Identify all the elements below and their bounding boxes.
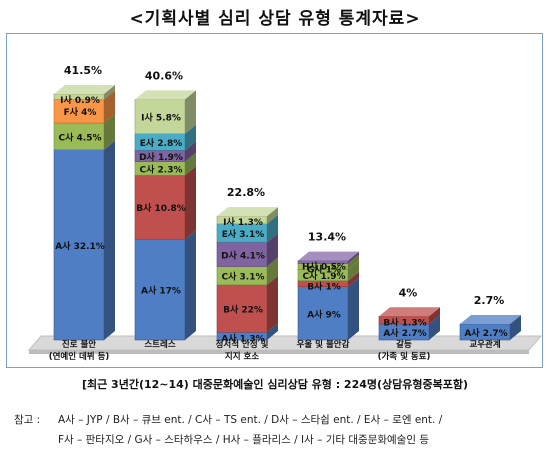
category-label: 갈등 xyxy=(396,339,412,350)
bar-segment-side xyxy=(104,140,115,340)
bar-segment-top xyxy=(460,314,521,324)
data-label: C사 4.5% xyxy=(59,131,102,143)
data-label: C사 1.9% xyxy=(303,270,346,282)
data-label: A사 2.7% xyxy=(383,327,426,339)
bar-segment-side xyxy=(185,230,196,340)
bar-segment-top xyxy=(217,207,278,217)
chart-caption: [최근 3년간(12~14) 대중문화예술인 심리상담 유형 : 224명(상담… xyxy=(81,378,469,391)
category-label: 교우관계 xyxy=(469,339,500,350)
page-title: <기획사별 심리 상담 유형 통계자료> xyxy=(129,9,421,29)
data-label: A사 17% xyxy=(141,285,181,297)
data-label: I사 1.3% xyxy=(223,216,263,228)
bar-segment-top xyxy=(54,85,115,94)
bar-segment-side xyxy=(185,124,196,151)
bar-segment-side xyxy=(348,260,359,281)
bar-segment-side xyxy=(267,323,278,340)
total-label: 2.7% xyxy=(474,294,505,307)
bar-segment-side xyxy=(348,251,359,264)
total-label: 22.8% xyxy=(227,186,265,199)
bar-segment-side xyxy=(429,307,440,324)
data-label: B사 22% xyxy=(223,304,263,316)
data-label: A사 9% xyxy=(307,308,341,320)
bar-segment-side xyxy=(267,275,278,333)
category-label: 우울 및 불안감 xyxy=(297,339,350,350)
notes-line-1: 참고 : A사 – JYP / B사 – 큐브 ent. / C사 – TS en… xyxy=(14,410,544,430)
data-label: C사 3.1% xyxy=(222,271,265,283)
bar-segment xyxy=(297,286,349,341)
bar-segment-side xyxy=(185,152,196,176)
data-label: I사 5.8% xyxy=(141,112,181,124)
category-label-line2: 지지 호소 xyxy=(225,351,259,362)
data-label: B사 1% xyxy=(307,281,341,293)
notes-line-2: F사 – 판타지오 / G사 – 스타하우스 / H사 – 플라리스 / I사 … xyxy=(14,430,544,450)
bar-segment xyxy=(216,241,268,267)
data-label: B사 1.3% xyxy=(383,316,426,328)
bar-segment-side xyxy=(267,233,278,267)
notes-text-1: A사 – JYP / B사 – 큐브 ent. / C사 – TS ent. /… xyxy=(58,414,443,426)
bar-segment-top xyxy=(135,90,196,100)
category-label: 스트레스 xyxy=(144,339,175,350)
total-label: 40.6% xyxy=(145,69,183,82)
bar-segment xyxy=(134,99,186,135)
bar-segment-side xyxy=(185,141,196,162)
bar-segment-side xyxy=(267,257,278,285)
bar-segment xyxy=(216,284,268,333)
bar-segment-side xyxy=(185,166,196,240)
category-label-line2: (연예인 데뷔 등) xyxy=(49,351,110,362)
data-label: F사 4% xyxy=(64,106,97,118)
notes-label: 참고 : xyxy=(14,414,41,426)
bar-segment-side xyxy=(348,271,359,287)
data-label: G사 1% xyxy=(307,264,341,276)
notes-text-2: F사 – 판타지오 / G사 – 스타하우스 / H사 – 플라리스 / I사 … xyxy=(58,434,430,446)
bar-segment-side xyxy=(104,90,115,124)
data-label: E사 3.1% xyxy=(222,228,265,240)
chart-floor-edge xyxy=(29,350,529,354)
data-label: H사 0.5% xyxy=(302,261,346,273)
data-label: D사 1.9% xyxy=(139,151,183,163)
chart-frame: A사 32.1% C사 4.5% F사 4% I사 0.9% 41.5% 진로 불안 (연예… xyxy=(6,33,543,368)
bar-segment xyxy=(53,149,105,341)
reference-notes: 참고 : A사 – JYP / B사 – 큐브 ent. / C사 – TS en… xyxy=(14,410,544,450)
data-label: B사 10.8% xyxy=(136,202,186,214)
bar-segment-side xyxy=(267,207,278,224)
data-label: I사 0.9% xyxy=(60,94,100,106)
total-label: 4% xyxy=(399,286,418,299)
bar-segment-side xyxy=(267,214,278,243)
category-label: 진로 불안 xyxy=(62,339,96,350)
total-label: 41.5% xyxy=(64,64,102,77)
bar-segment-side xyxy=(429,314,440,340)
category-label-line2: (가족 및 동료) xyxy=(378,351,431,362)
bar-segment-side xyxy=(104,114,115,150)
data-label: D사 4.1% xyxy=(221,249,265,261)
total-label: 13.4% xyxy=(308,231,346,244)
category-label: 정서적 안정 및 xyxy=(216,339,269,350)
bar-segment-side xyxy=(510,314,521,340)
bar-segment-side xyxy=(104,85,115,100)
stacked-bar-chart: A사 32.1% C사 4.5% F사 4%I사 0.9% 41.5% 진로 불안(연예… xyxy=(27,64,542,362)
bar-segment-side xyxy=(185,90,196,134)
data-label: A사 32.1% xyxy=(55,240,105,252)
bar-segment-side xyxy=(348,254,359,270)
data-label: E사 2.8% xyxy=(140,137,183,149)
data-label: A사 1.3% xyxy=(221,332,264,344)
bar-segment-top xyxy=(298,251,359,261)
data-label: A사 2.7% xyxy=(464,327,507,339)
bar-segment-top xyxy=(379,307,440,317)
bar-segment-side xyxy=(348,277,359,340)
data-label: C사 2.3% xyxy=(140,163,183,175)
